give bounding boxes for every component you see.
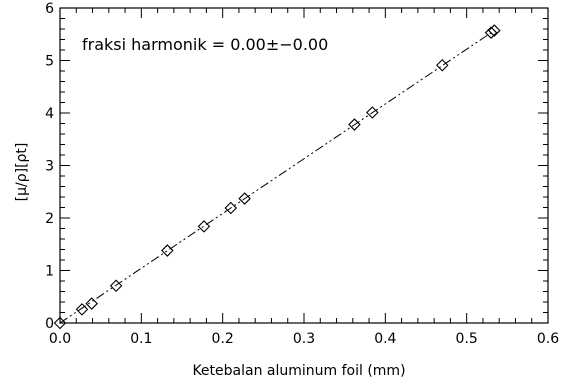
data-point [348,118,361,131]
data-point [85,297,98,310]
x-tick-label: 0.0 [49,331,71,347]
annotation: fraksi harmonik = 0.00±−0.00 [82,35,328,54]
y-tick-label: 3 [45,159,54,175]
data-point [53,316,67,330]
fit-line [59,30,495,324]
x-tick-label: 0.2 [212,331,234,347]
x-tick-label: 0.5 [456,331,478,347]
y-tick-label: 2 [45,211,54,227]
x-tick-label: 0.4 [374,331,396,347]
y-axis-label: [μ/ρ][ρt] [14,143,30,202]
y-tick-label: 1 [45,264,54,280]
y-tick-label: 4 [45,106,54,122]
data-point [488,24,501,37]
data-point [75,303,89,316]
data-point [366,106,379,119]
y-tick-label: 0 [45,316,54,332]
x-tick-label: 0.3 [293,331,315,347]
plot-area: 0.0 0.1 0.2 0.3 0.4 0.5 0.6 0 1 2 3 4 5 6 [45,1,559,347]
data-point [484,26,498,39]
plot-frame [59,7,549,324]
x-tick-label: 0.1 [130,331,152,347]
data-point [109,279,123,293]
y-tick-label: 5 [45,54,54,70]
data-point [197,220,211,233]
y-tick-label: 6 [45,1,54,17]
data-point [435,58,449,72]
data-point [238,192,251,205]
x-tick-label: 0.6 [537,331,559,347]
data-point [224,201,238,215]
x-axis-label: Ketebalan aluminum foil (mm) [192,363,405,379]
data-point [161,244,174,257]
